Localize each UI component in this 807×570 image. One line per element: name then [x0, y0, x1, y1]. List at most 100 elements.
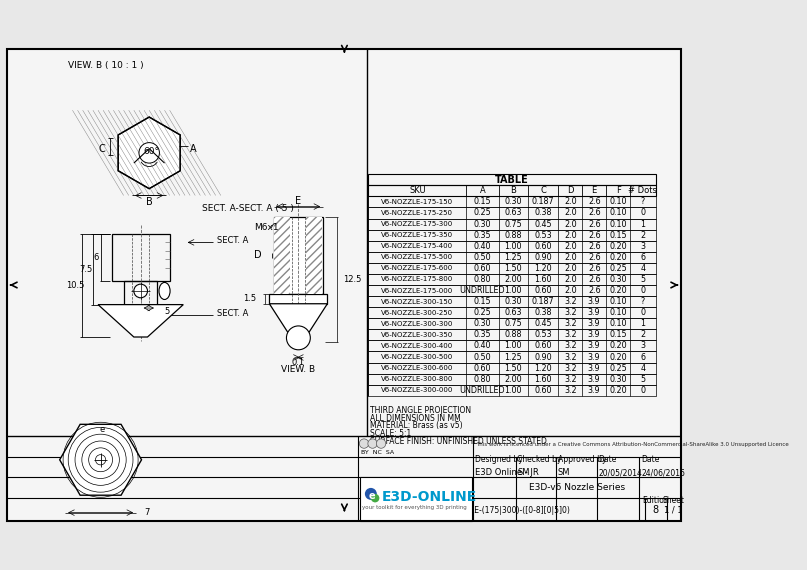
- Text: UNDRILLED: UNDRILLED: [460, 286, 505, 295]
- Text: 0.35: 0.35: [474, 331, 491, 339]
- Text: 0.60: 0.60: [534, 341, 552, 351]
- Text: V6-NOZZLE-300-350: V6-NOZZLE-300-350: [381, 332, 454, 338]
- Text: 0.35: 0.35: [474, 231, 491, 239]
- Text: 1.20: 1.20: [534, 264, 552, 273]
- Bar: [274, 217, 290, 294]
- Text: 0.187: 0.187: [532, 297, 554, 306]
- Text: C: C: [98, 144, 105, 153]
- Text: 0.75: 0.75: [504, 319, 522, 328]
- Polygon shape: [98, 304, 183, 337]
- Text: SM: SM: [558, 469, 570, 477]
- Text: 5: 5: [640, 275, 646, 284]
- Text: 0.15: 0.15: [609, 231, 627, 239]
- Text: 2.6: 2.6: [588, 264, 600, 273]
- Text: 2.6: 2.6: [588, 253, 600, 262]
- Text: SM: SM: [517, 469, 530, 477]
- Text: A: A: [479, 186, 486, 196]
- Text: 1.50: 1.50: [504, 364, 522, 373]
- Text: 0.30: 0.30: [504, 297, 522, 306]
- Text: 0.25: 0.25: [609, 264, 627, 273]
- Text: VIEW. B: VIEW. B: [282, 365, 316, 374]
- Text: 0.80: 0.80: [474, 275, 491, 284]
- Circle shape: [368, 439, 377, 448]
- Bar: [306, 217, 322, 294]
- Text: 0.80: 0.80: [474, 374, 491, 384]
- Bar: [368, 352, 655, 363]
- Text: 0.38: 0.38: [534, 308, 552, 317]
- Text: 0: 0: [640, 286, 646, 295]
- Text: 0.20: 0.20: [609, 242, 627, 251]
- Text: V6-NOZZLE-175-150: V6-NOZZLE-175-150: [381, 199, 454, 205]
- Text: E: E: [295, 197, 302, 206]
- Text: 0.25: 0.25: [609, 364, 627, 373]
- Polygon shape: [60, 424, 141, 495]
- Text: 0.40: 0.40: [474, 242, 491, 251]
- Text: 3.2: 3.2: [564, 364, 577, 373]
- Text: E3D-ONLINE: E3D-ONLINE: [382, 490, 477, 504]
- Text: 0.20: 0.20: [609, 286, 627, 295]
- Circle shape: [359, 439, 369, 448]
- Circle shape: [139, 142, 160, 163]
- Circle shape: [376, 439, 386, 448]
- Text: V6-NOZZLE-175-300: V6-NOZZLE-175-300: [381, 221, 454, 227]
- Text: 0.88: 0.88: [504, 331, 522, 339]
- Text: 2.0: 2.0: [564, 219, 577, 229]
- Text: 0.15: 0.15: [609, 331, 627, 339]
- Text: B: B: [510, 186, 516, 196]
- Text: E3D-v6 Nozzle Series: E3D-v6 Nozzle Series: [529, 483, 625, 491]
- Text: E3D Online - JR: E3D Online - JR: [475, 469, 538, 477]
- Text: ?: ?: [641, 297, 645, 306]
- Text: 0.38: 0.38: [534, 209, 552, 218]
- Text: Designed by: Designed by: [475, 455, 523, 465]
- Text: 3.2: 3.2: [564, 319, 577, 328]
- Text: 2.00: 2.00: [504, 374, 522, 384]
- Text: V6-NOZZLE-175-400: V6-NOZZLE-175-400: [381, 243, 454, 249]
- Text: 3.2: 3.2: [564, 386, 577, 395]
- Text: 0.53: 0.53: [534, 331, 552, 339]
- Text: 2.0: 2.0: [564, 286, 577, 295]
- Text: V6-NOZZLE-175-500: V6-NOZZLE-175-500: [381, 254, 454, 260]
- Text: 1.60: 1.60: [534, 275, 552, 284]
- Polygon shape: [270, 304, 328, 342]
- Text: F: F: [616, 186, 621, 196]
- Text: 3.9: 3.9: [588, 374, 600, 384]
- Text: 0.50: 0.50: [474, 352, 491, 361]
- Text: Date: Date: [641, 455, 659, 465]
- Text: 10.5: 10.5: [66, 281, 84, 290]
- Text: 2.6: 2.6: [588, 219, 600, 229]
- Text: MATERIAL: Brass (as v5): MATERIAL: Brass (as v5): [370, 421, 462, 430]
- Text: 60°: 60°: [143, 146, 159, 156]
- Text: Edition: Edition: [642, 496, 669, 505]
- Text: 1.25: 1.25: [504, 352, 522, 361]
- Text: 3.9: 3.9: [588, 297, 600, 306]
- Text: 1 / 1: 1 / 1: [664, 506, 683, 515]
- Text: 3.9: 3.9: [588, 319, 600, 328]
- Text: 20/05/2014: 20/05/2014: [599, 469, 642, 477]
- Text: V6-NOZZLE-175-250: V6-NOZZLE-175-250: [382, 210, 454, 216]
- Text: V6-NOZZLE-300-600: V6-NOZZLE-300-600: [381, 365, 454, 371]
- Text: 2.6: 2.6: [588, 286, 600, 295]
- Text: 24/06/2016: 24/06/2016: [641, 469, 685, 477]
- Text: VIEW. B ( 10 : 1 ): VIEW. B ( 10 : 1 ): [69, 62, 144, 71]
- Text: SCALE: 5:1: SCALE: 5:1: [370, 429, 412, 438]
- Text: 0.20: 0.20: [609, 253, 627, 262]
- Text: 2.00: 2.00: [504, 275, 522, 284]
- Text: 0.20: 0.20: [609, 341, 627, 351]
- Text: 0.30: 0.30: [474, 219, 491, 229]
- Text: 3.9: 3.9: [588, 331, 600, 339]
- Text: e: e: [100, 425, 105, 434]
- Text: 1.00: 1.00: [504, 242, 522, 251]
- Text: sa: sa: [378, 441, 384, 446]
- Text: i: i: [372, 441, 374, 446]
- Text: 0.63: 0.63: [504, 308, 522, 317]
- Text: 2.6: 2.6: [588, 231, 600, 239]
- Text: 0.63: 0.63: [504, 209, 522, 218]
- Text: SECT. A-SECT. A ( 5 ): SECT. A-SECT. A ( 5 ): [203, 203, 294, 213]
- Text: M6x1: M6x1: [254, 223, 278, 233]
- Text: 1: 1: [640, 219, 646, 229]
- Bar: [368, 252, 655, 263]
- Text: 6: 6: [94, 253, 99, 262]
- Text: 0.15: 0.15: [474, 297, 491, 306]
- Text: 0.1: 0.1: [292, 358, 305, 367]
- Text: V6-NOZZLE-175-350: V6-NOZZLE-175-350: [381, 232, 454, 238]
